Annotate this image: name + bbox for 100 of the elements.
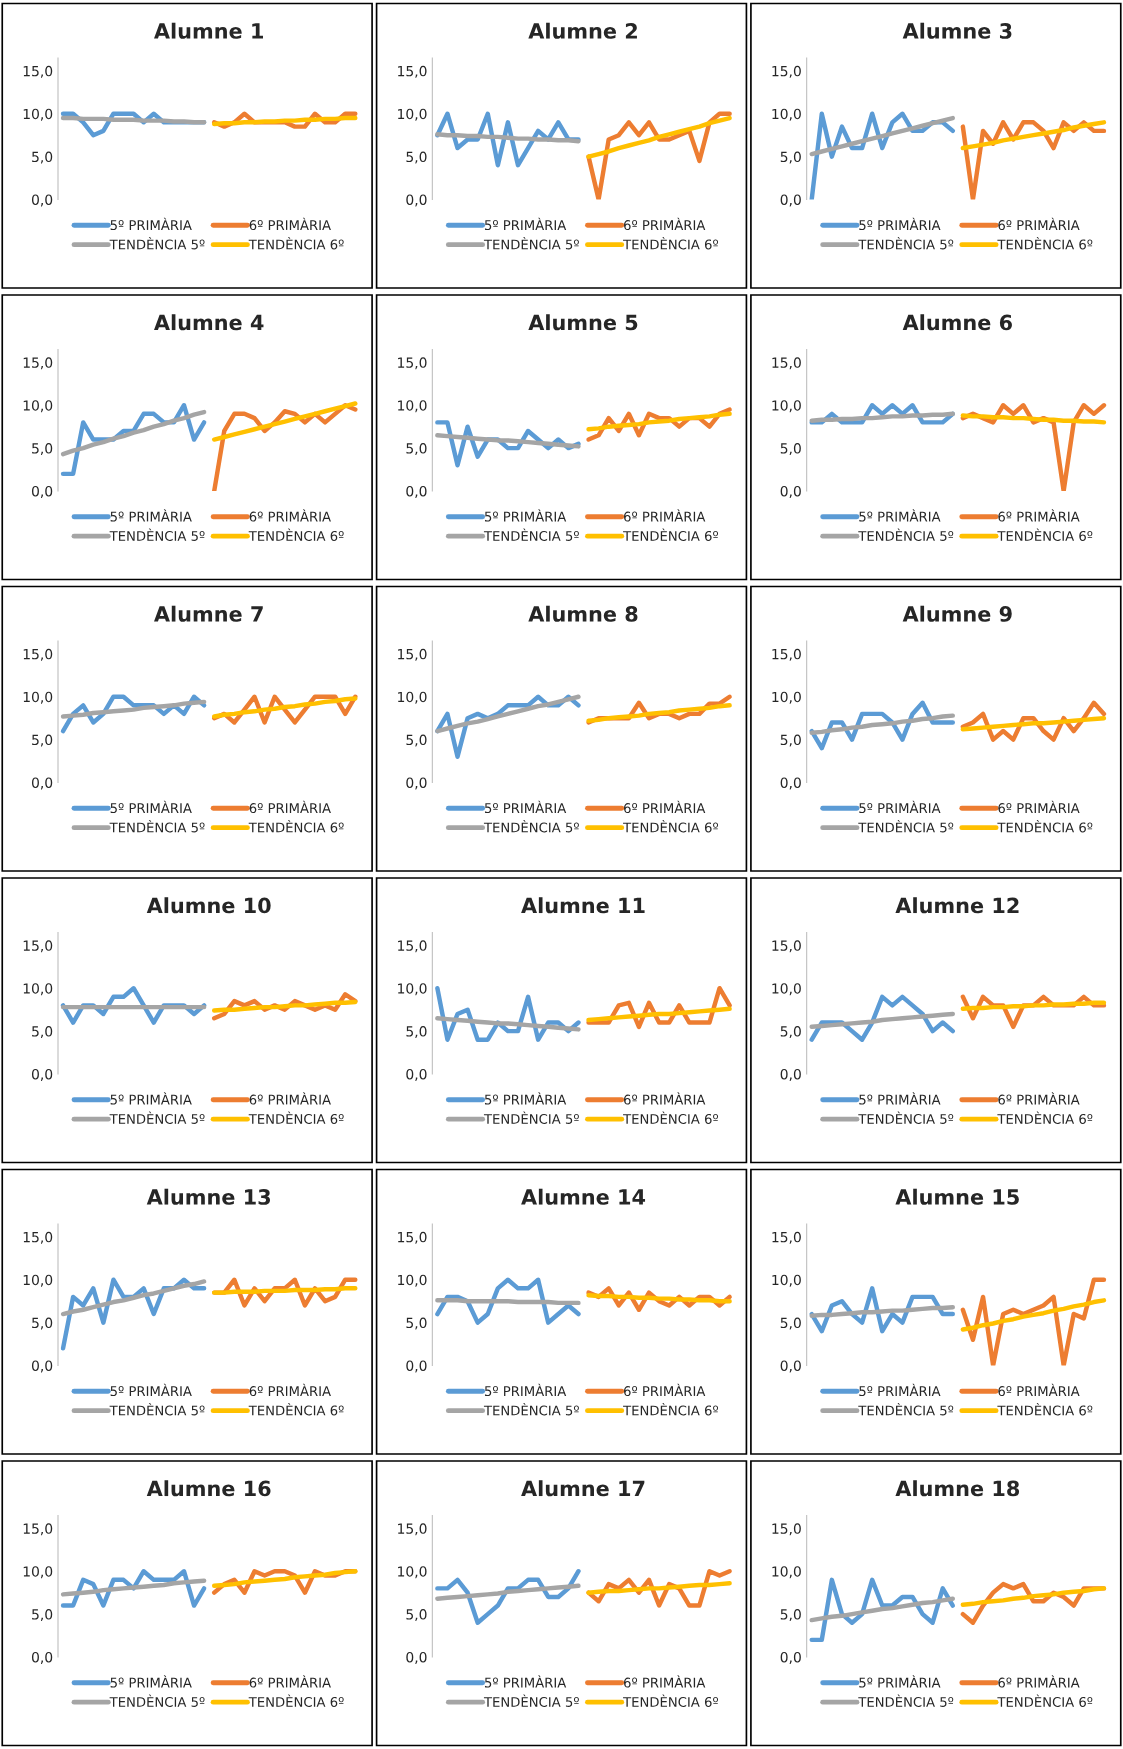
y-tick-label: 5,0 [32, 1026, 53, 1039]
y-tick-label: 15,0 [398, 1231, 427, 1244]
y-tick-label: 5,0 [780, 734, 801, 747]
legend-label: 6º PRIMÀRIA [998, 1383, 1080, 1397]
legend-label: TENDÈNCIA 5º [858, 528, 954, 541]
legend-label: 6º PRIMÀRIA [998, 509, 1080, 522]
legend-label: TENDÈNCIA 6º [248, 1403, 344, 1416]
legend-label: 6º PRIMÀRIA [624, 1383, 706, 1397]
legend-label: TENDÈNCIA 5º [109, 820, 205, 833]
y-tick-label: 10,0 [398, 1566, 427, 1579]
legend-label: TENDÈNCIA 5º [858, 1694, 954, 1707]
legend-label: TENDÈNCIA 5º [109, 1403, 205, 1416]
line-series [211, 999, 358, 1013]
line-series [809, 713, 956, 735]
legend-label: TENDÈNCIA 6º [997, 528, 1093, 541]
legend-label: TENDÈNCIA 6º [623, 1403, 719, 1416]
y-tick-label: 5,0 [780, 1317, 801, 1330]
line-series [960, 1586, 1107, 1607]
line-series [809, 411, 956, 423]
legend-label: TENDÈNCIA 6º [997, 237, 1093, 250]
chart-title: Alumne 11 [521, 897, 645, 914]
y-tick-label: 5,0 [32, 1609, 53, 1622]
line-series [60, 1569, 207, 1608]
legend-label: 5º PRIMÀRIA [110, 1675, 192, 1688]
legend-label: 5º PRIMÀRIA [484, 217, 567, 231]
y-tick-label: 15,0 [772, 357, 801, 370]
legend-label: TENDÈNCIA 6º [997, 1111, 1093, 1124]
y-tick-label: 0,0 [406, 485, 427, 498]
y-tick-label: 5,0 [32, 151, 53, 164]
legend-label: TENDÈNCIA 6º [623, 1111, 719, 1124]
y-tick-label: 15,0 [772, 1523, 801, 1536]
y-tick-label: 15,0 [23, 65, 53, 78]
legend-label: TENDÈNCIA 6º [623, 820, 719, 833]
y-tick-label: 10,0 [23, 1274, 53, 1287]
line-series [586, 703, 732, 723]
line-series [809, 1596, 956, 1623]
y-tick-label: 15,0 [398, 65, 427, 78]
y-tick-label: 0,0 [31, 485, 53, 498]
line-series [960, 413, 1107, 425]
legend-label: TENDÈNCIA 6º [623, 528, 719, 541]
y-tick-label: 0,0 [780, 777, 801, 790]
chart-title: Alumne 18 [895, 1480, 1020, 1497]
chart-title: Alumne 13 [146, 1188, 271, 1205]
y-tick-label: 0,0 [780, 1360, 801, 1373]
legend-label: TENDÈNCIA 5º [858, 820, 954, 833]
legend-label: 6º PRIMÀRIA [998, 1092, 1080, 1105]
line-series [809, 115, 956, 157]
line-series [60, 1578, 207, 1597]
y-tick-label: 10,0 [398, 108, 427, 121]
legend-label: 5º PRIMÀRIA [484, 1383, 567, 1397]
y-tick-label: 10,0 [772, 400, 801, 413]
legend-label: 5º PRIMÀRIA [859, 1675, 941, 1688]
y-tick-label: 0,0 [780, 485, 801, 498]
line-series [960, 1298, 1107, 1332]
legend-label: TENDÈNCIA 6º [997, 1403, 1093, 1416]
legend-label: 6º PRIMÀRIA [249, 509, 331, 522]
legend-label: 5º PRIMÀRIA [484, 509, 567, 522]
line-series [211, 401, 358, 442]
legend-label: TENDÈNCIA 5º [483, 820, 579, 833]
line-series [435, 433, 581, 449]
legend-label: 5º PRIMÀRIA [859, 1092, 941, 1105]
chart-title: Alumne 10 [146, 897, 271, 914]
y-tick-label: 0,0 [406, 1651, 427, 1664]
legend-label: 6º PRIMÀRIA [998, 217, 1080, 231]
chart-title: Alumne 4 [154, 314, 264, 331]
legend-label: TENDÈNCIA 5º [483, 528, 579, 541]
y-tick-label: 10,0 [398, 983, 427, 996]
chart-title: Alumne 12 [895, 897, 1019, 914]
legend-label: TENDÈNCIA 6º [248, 237, 344, 250]
legend-label: 6º PRIMÀRIA [624, 1675, 706, 1688]
legend-label: TENDÈNCIA 6º [248, 820, 344, 833]
legend-label: 6º PRIMÀRIA [249, 800, 331, 814]
y-tick-label: 0,0 [780, 1651, 801, 1664]
y-tick-label: 15,0 [398, 648, 427, 661]
y-tick-label: 10,0 [23, 1566, 53, 1579]
y-tick-label: 5,0 [780, 1609, 801, 1622]
y-tick-label: 15,0 [772, 940, 801, 953]
y-tick-label: 10,0 [772, 983, 801, 996]
line-series [60, 1279, 207, 1317]
y-tick-label: 10,0 [772, 1566, 801, 1579]
y-tick-label: 5,0 [406, 1026, 427, 1039]
chart-title: Alumne 8 [528, 605, 638, 622]
y-tick-label: 5,0 [780, 151, 801, 164]
y-tick-label: 10,0 [772, 108, 801, 121]
line-series [960, 1000, 1107, 1012]
y-tick-label: 15,0 [23, 357, 53, 370]
legend-label: TENDÈNCIA 6º [623, 1694, 719, 1707]
y-tick-label: 5,0 [780, 443, 801, 456]
line-series [586, 1006, 732, 1023]
line-series [960, 1277, 1107, 1366]
legend-label: 5º PRIMÀRIA [859, 1383, 941, 1397]
legend-label: 6º PRIMÀRIA [624, 1092, 706, 1105]
line-series [435, 132, 581, 144]
legend-label: TENDÈNCIA 6º [248, 1111, 344, 1124]
line-series [809, 1304, 956, 1318]
line-series [211, 696, 358, 719]
legend-label: TENDÈNCIA 6º [248, 528, 344, 541]
y-tick-label: 0,0 [31, 194, 53, 207]
y-tick-label: 10,0 [398, 400, 427, 413]
chart-title: Alumne 15 [895, 1188, 1019, 1205]
